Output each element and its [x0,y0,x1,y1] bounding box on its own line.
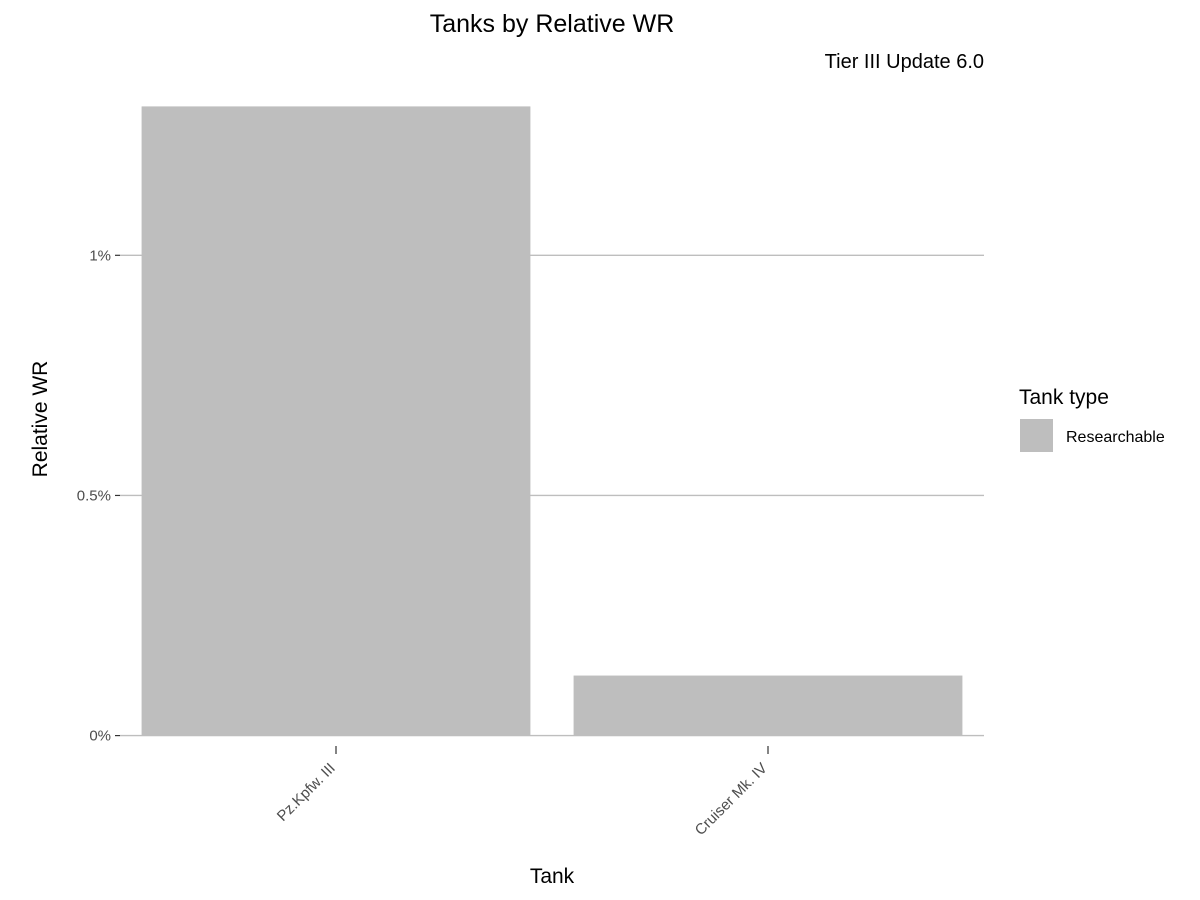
legend-title: Tank type [1019,386,1109,409]
chart-title: Tanks by Relative WR [430,10,675,38]
x-tick-label-1: Cruiser Mk. IV [692,760,771,839]
x-axis: Pz.Kpfw. III Cruiser Mk. IV [274,746,771,839]
y-tick-label-1: 0.5% [77,487,111,504]
y-tick-label-0: 0% [89,728,111,745]
x-axis-title: Tank [530,865,575,888]
bar-1 [573,675,963,736]
y-axis: 0% 0.5% 1% [77,247,120,745]
x-tick-label-0: Pz.Kpfw. III [274,760,339,825]
chart-subtitle: Tier III Update 6.0 [825,51,984,73]
legend: Tank type Researchable [1019,386,1165,452]
y-axis-title: Relative WR [29,361,52,478]
y-tick-label-2: 1% [89,247,111,264]
legend-swatch-researchable [1020,419,1053,452]
legend-label-researchable: Researchable [1066,429,1165,446]
bar-0 [141,106,531,736]
bars [141,106,963,736]
